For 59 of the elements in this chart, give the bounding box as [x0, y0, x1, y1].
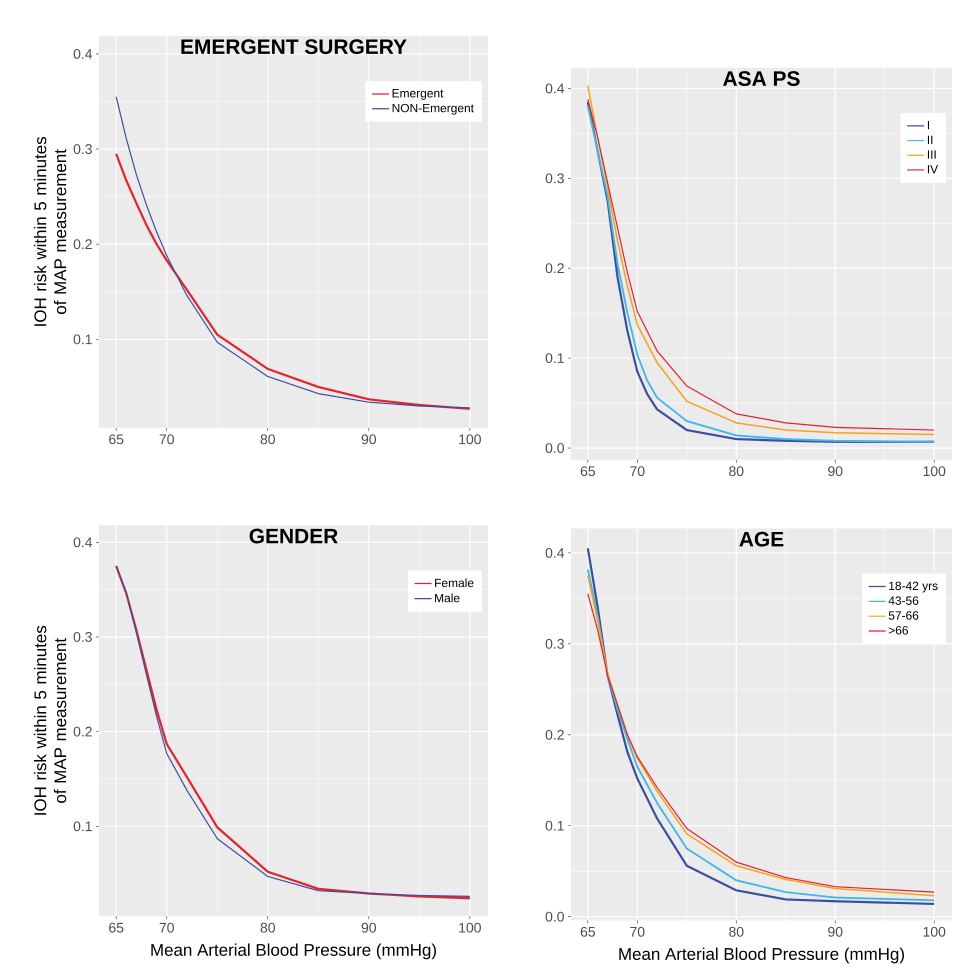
x-axis-title: Mean Arterial Blood Pressure (mmHg): [619, 948, 904, 964]
x-tick-label: 65: [109, 434, 124, 444]
x-tick-label: 70: [160, 922, 174, 933]
x-tick-label: 70: [160, 434, 174, 444]
x-tick-label: 70: [630, 926, 645, 937]
y-tick-label: 0.1: [74, 334, 92, 344]
legend-label: 43-56: [888, 596, 918, 605]
y-tick-label: 0.2: [546, 263, 564, 274]
y-tick-label: 0.2: [546, 730, 564, 740]
legend-label: Female: [435, 578, 474, 588]
y-tick-label: 0.3: [546, 173, 564, 184]
x-tick-label: 90: [362, 434, 376, 444]
y-tick-label: 0.3: [546, 638, 564, 649]
legend-label: III: [928, 150, 936, 159]
y-axis-title: IOH risk within 5 minutes of MAP measurement: [34, 626, 66, 815]
y-tick-label: 0.3: [74, 144, 92, 154]
y-axis-title: IOH risk within 5 minutes of MAP measurement: [34, 136, 66, 326]
y-tick-label: 0.1: [546, 353, 564, 364]
legend-label: I: [928, 120, 930, 130]
y-tick-label: 0.0: [546, 443, 564, 453]
y-tick-label: 0.1: [546, 820, 564, 831]
y-tick-label: 0.4: [546, 548, 564, 558]
x-tick-label: 100: [459, 434, 481, 444]
chart-title: EMERGENT SURGERY: [181, 39, 407, 54]
y-tick-label: 0.3: [74, 632, 92, 642]
legend-label: Emergent: [392, 89, 444, 100]
x-tick-label: 80: [729, 466, 744, 476]
chart-title: AGE: [739, 532, 784, 547]
x-tick-label: 90: [362, 922, 376, 933]
chart-title: ASA PS: [723, 71, 800, 86]
legend-label: >66: [888, 626, 908, 635]
y-tick-label: 0.2: [74, 726, 92, 737]
y-tick-label: 0.1: [74, 821, 92, 832]
x-tick-label: 80: [260, 434, 275, 444]
x-tick-label: 90: [828, 466, 842, 476]
x-tick-label: 70: [630, 466, 645, 476]
y-tick-label: 0.2: [74, 239, 92, 250]
x-tick-label: 100: [924, 926, 946, 937]
x-tick-label: 65: [109, 922, 124, 933]
x-tick-label: 80: [729, 926, 744, 937]
x-axis-title: Mean Arterial Blood Pressure (mmHg): [151, 943, 436, 960]
y-tick-label: 0.4: [546, 83, 564, 94]
legend-label: IV: [928, 165, 938, 174]
y-tick-label: 0.4: [74, 537, 92, 548]
legend-label: II: [928, 136, 932, 144]
legend-label: Male: [435, 594, 460, 602]
x-tick-label: 90: [828, 926, 842, 937]
x-tick-label: 65: [580, 926, 595, 937]
chart-title: GENDER: [250, 528, 338, 544]
legend-label: 57-66: [888, 611, 918, 620]
x-tick-label: 100: [924, 466, 946, 476]
legend-label: 18-42 yrs: [889, 582, 938, 592]
x-tick-label: 100: [459, 922, 481, 933]
y-tick-label: 0.4: [74, 48, 92, 59]
y-tick-label: 0.0: [546, 912, 564, 922]
x-tick-label: 65: [580, 466, 595, 476]
line-series: [115, 152, 471, 410]
legend-label: NON-Emergent: [392, 104, 474, 115]
x-tick-label: 80: [260, 922, 275, 933]
